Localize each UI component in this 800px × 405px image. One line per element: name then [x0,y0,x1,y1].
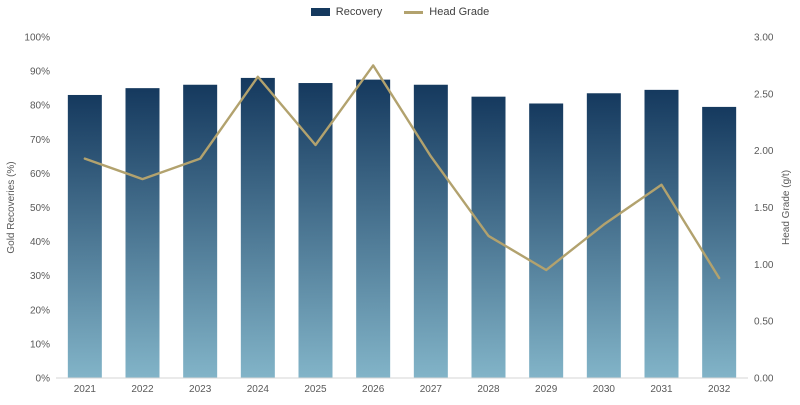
bar-2022 [125,88,160,379]
right-axis-tick: 1.50 [754,203,774,214]
bar-2026 [356,79,391,378]
x-axis-label-2026: 2026 [362,384,385,395]
left-axis-tick: 80% [30,101,50,112]
right-axis-tick: 3.00 [754,33,774,44]
x-axis-label-2027: 2027 [420,384,443,395]
left-axis-tick: 10% [30,339,50,350]
right-axis-tick: 2.50 [754,89,774,100]
left-axis-tick: 90% [30,67,50,78]
bar-2031 [644,89,679,378]
head-grade-line-swatch-icon [404,10,424,14]
x-axis-label-2021: 2021 [74,384,97,395]
legend-label-head-grade: Head Grade [429,6,490,18]
left-axis-title: Gold Recoveries (%) [6,161,17,253]
left-axis-tick: 20% [30,305,50,316]
left-axis-tick: 0% [36,374,51,385]
bar-2029 [529,103,564,379]
left-axis-tick: 70% [30,135,50,146]
right-axis-tick: 2.00 [754,146,774,157]
legend-item-head-grade: Head Grade [404,6,489,18]
x-axis-label-2022: 2022 [131,384,154,395]
right-axis-tick: 1.00 [754,260,774,271]
x-axis-label-2024: 2024 [247,384,270,395]
bar-2030 [586,93,621,378]
x-axis-label-2030: 2030 [593,384,616,395]
legend-item-recovery: Recovery [310,6,383,18]
x-axis-label-2028: 2028 [477,384,500,395]
right-axis-tick: 0.00 [754,374,774,385]
right-axis-tick: 0.50 [754,317,774,328]
bar-2028 [471,96,506,379]
x-axis-label-2023: 2023 [189,384,212,395]
head-grade-line [83,64,721,280]
bar-2023 [183,84,218,379]
right-axis-title: Head Grade (g/t) [781,170,792,245]
legend-label-recovery: Recovery [335,6,383,18]
left-axis-tick: 30% [30,271,50,282]
x-axis-label-2031: 2031 [650,384,673,395]
bar-2032 [702,106,737,378]
left-axis-tick: 50% [30,203,50,214]
left-axis-tick: 60% [30,169,50,180]
left-axis-tick: 40% [30,237,50,248]
x-axis-label-2032: 2032 [708,384,731,395]
x-axis-label-2025: 2025 [304,384,327,395]
bar-2021 [67,94,102,378]
bar-2024 [240,77,275,379]
chart-legend: Recovery Head Grade [0,6,800,18]
bar-2027 [413,84,448,379]
left-axis-tick: 100% [24,33,50,44]
x-axis-label-2029: 2029 [535,384,558,395]
recovery-bar-swatch-icon [310,8,330,16]
